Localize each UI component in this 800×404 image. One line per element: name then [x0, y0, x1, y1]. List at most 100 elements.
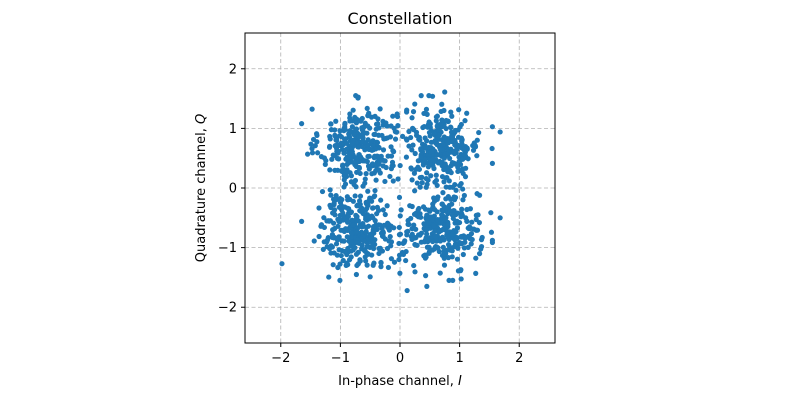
data-point	[369, 171, 375, 177]
data-point	[452, 142, 458, 148]
data-point	[392, 136, 399, 142]
x-axis-label: In-phase channel, I	[338, 374, 462, 389]
data-point	[457, 167, 463, 174]
data-point	[418, 147, 424, 153]
data-point	[408, 215, 414, 222]
data-point	[396, 194, 403, 201]
data-point	[406, 143, 412, 149]
data-point	[353, 120, 360, 126]
data-point	[455, 245, 461, 251]
data-point	[335, 264, 341, 271]
data-point	[465, 225, 471, 231]
data-point	[279, 261, 285, 267]
data-point	[354, 262, 360, 269]
data-point	[453, 187, 459, 193]
data-point	[478, 237, 485, 243]
data-points	[279, 89, 503, 294]
data-point	[461, 192, 467, 199]
data-point	[460, 186, 466, 192]
data-point	[465, 156, 471, 162]
data-point	[489, 145, 495, 152]
data-point	[442, 161, 448, 167]
x-tick-label: −1	[331, 351, 350, 366]
data-point	[458, 135, 465, 141]
data-point	[309, 150, 316, 156]
data-point	[332, 225, 338, 232]
data-point	[396, 256, 402, 263]
data-point	[403, 257, 409, 264]
data-point	[348, 239, 354, 245]
data-point	[452, 127, 459, 134]
data-point	[342, 204, 348, 210]
data-point	[324, 237, 331, 243]
data-point	[344, 155, 350, 162]
data-point	[387, 173, 393, 180]
data-point	[354, 229, 360, 235]
data-point	[314, 139, 320, 145]
data-point	[363, 230, 369, 236]
data-point	[305, 151, 311, 157]
data-point	[329, 234, 335, 240]
data-point	[397, 213, 403, 219]
data-point	[388, 123, 394, 129]
data-point	[312, 143, 318, 149]
data-point	[382, 211, 388, 218]
data-point	[398, 207, 404, 213]
data-point	[475, 212, 481, 218]
data-point	[409, 177, 415, 183]
data-point	[341, 228, 347, 234]
plot-area	[245, 33, 555, 343]
data-point	[497, 215, 503, 221]
data-point	[378, 264, 384, 270]
data-point	[330, 262, 336, 268]
data-point	[409, 203, 415, 210]
data-point	[338, 168, 344, 174]
data-point	[412, 101, 418, 107]
data-point	[328, 250, 334, 256]
data-point	[376, 167, 382, 173]
data-point	[341, 177, 347, 183]
data-point	[446, 243, 452, 249]
data-point	[316, 233, 322, 240]
data-point	[420, 162, 426, 168]
data-point	[323, 157, 329, 164]
data-point	[459, 206, 465, 212]
data-point	[418, 239, 424, 245]
data-point	[380, 207, 386, 213]
data-point	[448, 109, 454, 115]
data-point	[465, 244, 471, 250]
data-point	[356, 198, 363, 204]
data-point	[415, 207, 421, 213]
chart-title: Constellation	[348, 9, 453, 28]
data-point	[363, 171, 369, 177]
data-point	[412, 241, 418, 248]
data-point	[360, 138, 366, 144]
data-point	[367, 125, 373, 131]
data-point	[438, 108, 444, 115]
data-point	[478, 244, 485, 250]
data-point	[418, 93, 424, 99]
data-point	[350, 107, 356, 113]
data-point	[441, 179, 447, 185]
data-point	[342, 127, 348, 133]
data-point	[397, 231, 404, 237]
data-point	[353, 212, 359, 218]
data-point	[334, 155, 341, 162]
data-point	[461, 245, 467, 251]
data-point	[436, 227, 443, 233]
data-point	[318, 223, 324, 229]
data-point	[319, 188, 326, 195]
data-point	[332, 212, 338, 218]
data-point	[347, 118, 353, 124]
data-point	[450, 277, 456, 283]
data-point	[373, 126, 379, 132]
data-point	[308, 141, 314, 147]
data-point	[411, 262, 417, 269]
data-point	[412, 150, 418, 157]
data-point	[443, 125, 449, 132]
data-point	[460, 156, 466, 162]
data-point	[328, 192, 334, 198]
data-point	[356, 144, 362, 150]
data-point	[380, 233, 386, 239]
